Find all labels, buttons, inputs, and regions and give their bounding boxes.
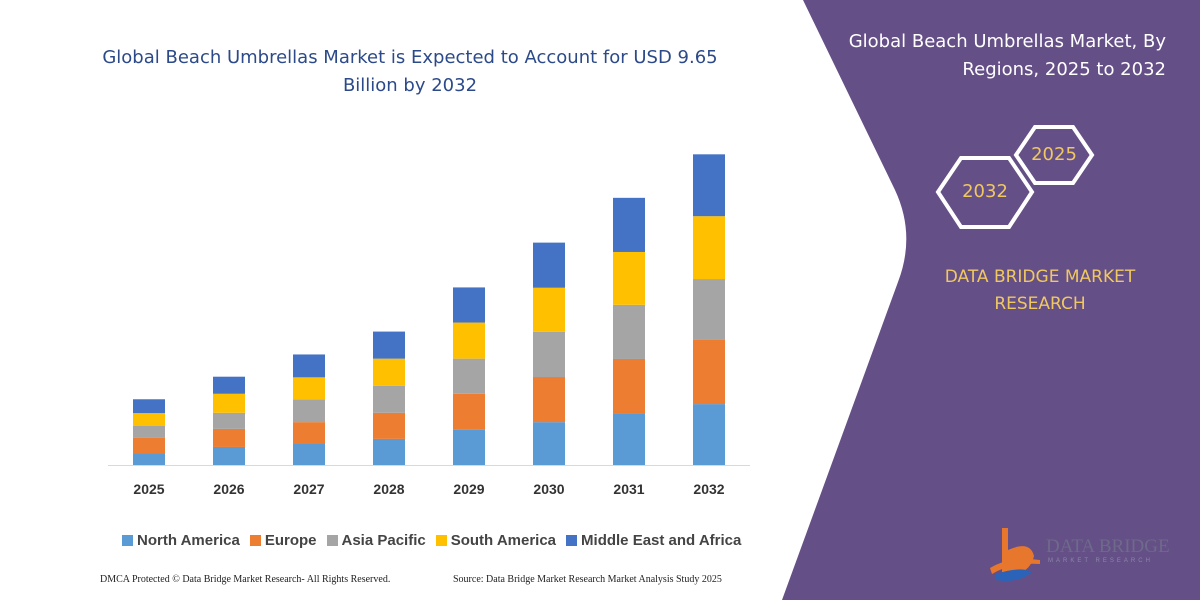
hexagon-2025 [1013,125,1095,185]
x-tick-label: 2032 [693,481,725,497]
x-tick-label: 2025 [133,481,165,497]
bar-segment-2030-south-america [533,287,565,332]
legend-label: Asia Pacific [341,532,426,549]
bar-segment-2027-asia-pacific [293,399,325,423]
bar-segment-2027-europe [293,422,325,444]
bar-segment-2025-middle-east-and-africa [133,399,165,414]
bar-segment-2032-south-america [693,216,725,280]
legend-swatch [122,535,133,546]
legend-item: South America [435,532,557,549]
legend-swatch [326,535,338,546]
x-tick-label: 2031 [613,481,645,497]
footer-source: Source: Data Bridge Market Research Mark… [453,574,722,585]
legend-swatch [435,535,447,546]
bar-segment-2031-middle-east-and-africa [613,197,645,252]
x-tick-label: 2029 [453,481,485,497]
bar-segment-2026-asia-pacific [213,412,245,429]
bar-segment-2031-europe [613,358,645,414]
legend: North America Europe Asia Pacific South Ame… [122,532,741,549]
bar-segment-2027-middle-east-and-africa [293,354,325,378]
legend-label: South America [450,532,557,549]
brand-text: DATA BRIDGE MARKET RESEARCH [944,267,1136,314]
chart-title: Global Beach Umbrellas Market is Expecte… [102,47,718,96]
legend-label: Middle East and Africa [581,532,742,549]
bar-segment-2030-middle-east-and-africa [533,242,565,288]
bar-segment-2028-asia-pacific [373,385,405,413]
bar-segment-2031-south-america [613,251,645,305]
bar-segment-2029-north-america [453,429,485,465]
stacked-bar-chart [108,154,750,466]
x-tick-label: 2028 [373,481,405,497]
side-panel-title: Global Beach Umbrellas Market, By Region… [848,31,1166,80]
x-tick-label: 2027 [293,481,325,497]
bar-segment-2032-asia-pacific [693,279,725,340]
logo-icon [990,528,1040,581]
bar-segment-2027-south-america [293,377,325,400]
legend-item: Asia Pacific [326,532,426,549]
legend-swatch [249,535,261,546]
x-tick-label: 2026 [213,481,245,497]
bar-segment-2026-europe [213,428,245,447]
bar-segment-2026-north-america [213,446,245,465]
bar-segment-2030-europe [533,377,565,423]
bar-segment-2029-middle-east-and-africa [453,287,485,323]
footer-copyright: DMCA Protected © Data Bridge Market Rese… [100,574,391,585]
bar-segment-2032-middle-east-and-africa [693,154,725,217]
bar-segment-2031-asia-pacific [613,304,645,359]
legend-item: North America [122,532,240,549]
bar-segment-2030-north-america [533,422,565,465]
legend-item: Middle East and Africa [566,532,741,549]
bar-segment-2028-south-america [373,358,405,386]
legend-label: North America [137,532,240,549]
bar-segment-2029-south-america [453,322,485,359]
bar-segment-2028-middle-east-and-africa [373,331,405,359]
bar-segment-2030-asia-pacific [533,331,565,378]
hexagon-2032 [935,156,1035,229]
bar-segment-2028-europe [373,412,405,439]
bar-segment-2025-asia-pacific [133,426,165,438]
legend-swatch [566,535,578,546]
bar-segment-2025-north-america [133,453,165,465]
legend-item: Europe [249,532,317,549]
bar-segment-2032-north-america [693,404,725,465]
legend-label: Europe [264,532,317,549]
bar-segment-2028-north-america [373,438,405,465]
bar-segment-2025-south-america [133,413,165,427]
hex-label-2025: 2025 [1031,144,1077,165]
bar-segment-2029-europe [453,393,485,430]
logo-subtext: MARKET RESEARCH [1048,558,1153,564]
bar-segment-2032-europe [693,339,725,405]
x-tick-label: 2030 [533,481,565,497]
bar-segment-2029-asia-pacific [453,358,485,394]
bar-segment-2031-north-america [613,413,645,465]
logo-text: DATA BRIDGE [1046,536,1170,557]
hex-label-2032: 2032 [962,181,1008,202]
bar-segment-2026-south-america [213,393,245,413]
bar-segment-2027-north-america [293,443,325,465]
bar-segment-2026-middle-east-and-africa [213,376,245,394]
bar-segment-2025-europe [133,437,165,454]
